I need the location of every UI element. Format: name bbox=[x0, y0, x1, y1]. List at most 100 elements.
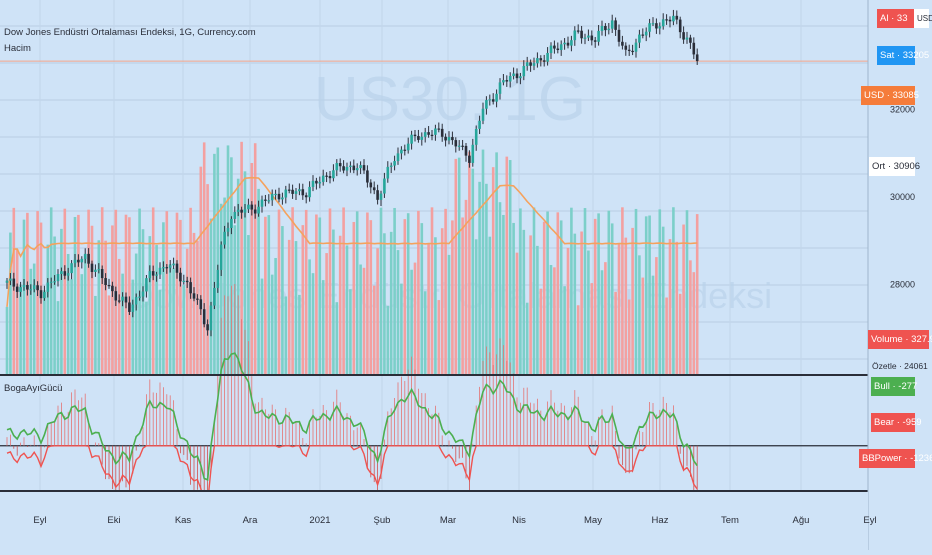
candle-body bbox=[546, 52, 549, 62]
volume-bar bbox=[247, 235, 250, 375]
volume-bar bbox=[22, 219, 26, 375]
volume-bar bbox=[587, 250, 590, 375]
volume-bar bbox=[410, 269, 413, 375]
candle-body bbox=[73, 259, 77, 264]
time-axis-label: Eyl bbox=[33, 515, 46, 526]
candle-body bbox=[685, 37, 689, 40]
sell-price-tag[interactable]: Sat · 33205 bbox=[877, 46, 929, 65]
candle-body bbox=[597, 30, 600, 42]
chart-title: Dow Jones Endüstri Ortalaması Endeksi, 1… bbox=[4, 27, 256, 38]
volume-moving-average bbox=[6, 176, 698, 307]
candle-body bbox=[53, 281, 56, 283]
volume-bar bbox=[434, 237, 437, 375]
candle-body bbox=[70, 263, 73, 274]
volume-bar bbox=[87, 209, 90, 375]
average-label: Ort bbox=[872, 161, 886, 172]
watermark-symbol: US30, 1G bbox=[314, 65, 586, 134]
candle-body bbox=[386, 166, 390, 179]
volume-tag[interactable]: Volume · 327.932K bbox=[868, 330, 932, 349]
candle-body bbox=[668, 19, 672, 22]
candle-body bbox=[468, 155, 471, 163]
candle-body bbox=[417, 136, 420, 140]
time-axis-label: Kas bbox=[175, 515, 192, 526]
candle-body bbox=[559, 44, 563, 51]
bbpower-tag[interactable]: BBPower · -1236 bbox=[859, 449, 932, 468]
time-axis-label: Nis bbox=[512, 515, 526, 526]
candle-body bbox=[498, 82, 502, 94]
volume-bar bbox=[257, 188, 260, 375]
volume-bar bbox=[546, 211, 549, 375]
candle-body bbox=[19, 287, 22, 292]
time-axis-label: Eki bbox=[107, 515, 120, 526]
volume-bar bbox=[505, 156, 509, 375]
candle-body bbox=[192, 293, 196, 299]
volume-bar bbox=[383, 233, 386, 375]
candle-body bbox=[90, 263, 94, 272]
volume-bar bbox=[192, 232, 196, 375]
bull-tag[interactable]: Bull · -277 bbox=[871, 377, 917, 396]
candle-body bbox=[12, 278, 16, 287]
candle-body bbox=[481, 108, 485, 121]
volume-bar bbox=[128, 217, 131, 375]
candle-body bbox=[478, 120, 481, 129]
bear-tag[interactable]: Bear · -959 bbox=[871, 413, 922, 432]
volume-bar bbox=[682, 224, 685, 375]
volume-bar bbox=[420, 223, 424, 375]
candle-body bbox=[311, 180, 315, 187]
candle-body bbox=[213, 287, 216, 306]
candle-body bbox=[665, 19, 668, 21]
candle-body bbox=[267, 200, 271, 202]
volume-bar bbox=[607, 210, 611, 375]
candle-body bbox=[434, 128, 437, 135]
candle-body bbox=[515, 73, 519, 79]
volume-bar bbox=[12, 207, 16, 375]
volume-bar bbox=[172, 268, 175, 375]
buy-price-tag[interactable]: Al · 33 bbox=[877, 9, 915, 28]
candle-body bbox=[457, 145, 461, 147]
volume-bar bbox=[648, 215, 651, 375]
volume-bar bbox=[491, 167, 495, 375]
candle-body bbox=[430, 134, 434, 136]
volume-bar bbox=[5, 306, 9, 375]
volume-bar bbox=[515, 252, 519, 375]
price-candles bbox=[5, 9, 699, 337]
candle-body bbox=[134, 297, 138, 305]
volume-bar bbox=[400, 283, 403, 375]
volume-bar bbox=[508, 160, 512, 375]
volume-bar bbox=[104, 240, 107, 375]
volume-bar bbox=[481, 149, 485, 375]
candle-body bbox=[539, 58, 543, 61]
candle-body bbox=[678, 19, 682, 33]
average-price-tag[interactable]: Ort · 30906 bbox=[869, 157, 920, 176]
volume-bar bbox=[179, 219, 182, 375]
last-price-tag[interactable]: USD · 33085 bbox=[861, 86, 919, 105]
volume-bar bbox=[379, 207, 383, 375]
candle-body bbox=[9, 278, 12, 281]
candle-body bbox=[454, 140, 458, 147]
candle-body bbox=[440, 128, 444, 137]
candle-body bbox=[396, 153, 400, 162]
volume-bar bbox=[97, 240, 101, 375]
candle-body bbox=[553, 45, 556, 49]
volume-bar bbox=[100, 207, 104, 375]
candle-body bbox=[634, 42, 638, 52]
volume-bar bbox=[117, 258, 121, 375]
volume-bar bbox=[94, 295, 97, 375]
candle-body bbox=[94, 269, 97, 272]
volume-bar bbox=[542, 221, 546, 375]
candle-body bbox=[617, 29, 621, 42]
volume-tag-value: 327.932K bbox=[911, 334, 932, 345]
candle-body bbox=[196, 298, 199, 300]
candle-body bbox=[342, 166, 345, 171]
volume-bar bbox=[627, 299, 631, 375]
volume-bar bbox=[556, 212, 560, 375]
candle-body bbox=[202, 309, 206, 325]
candle-body bbox=[291, 189, 294, 194]
candle-body bbox=[97, 269, 101, 271]
candle-body bbox=[349, 165, 352, 167]
candle-body bbox=[335, 163, 339, 171]
volume-bar bbox=[15, 249, 19, 375]
candle-body bbox=[236, 209, 240, 212]
